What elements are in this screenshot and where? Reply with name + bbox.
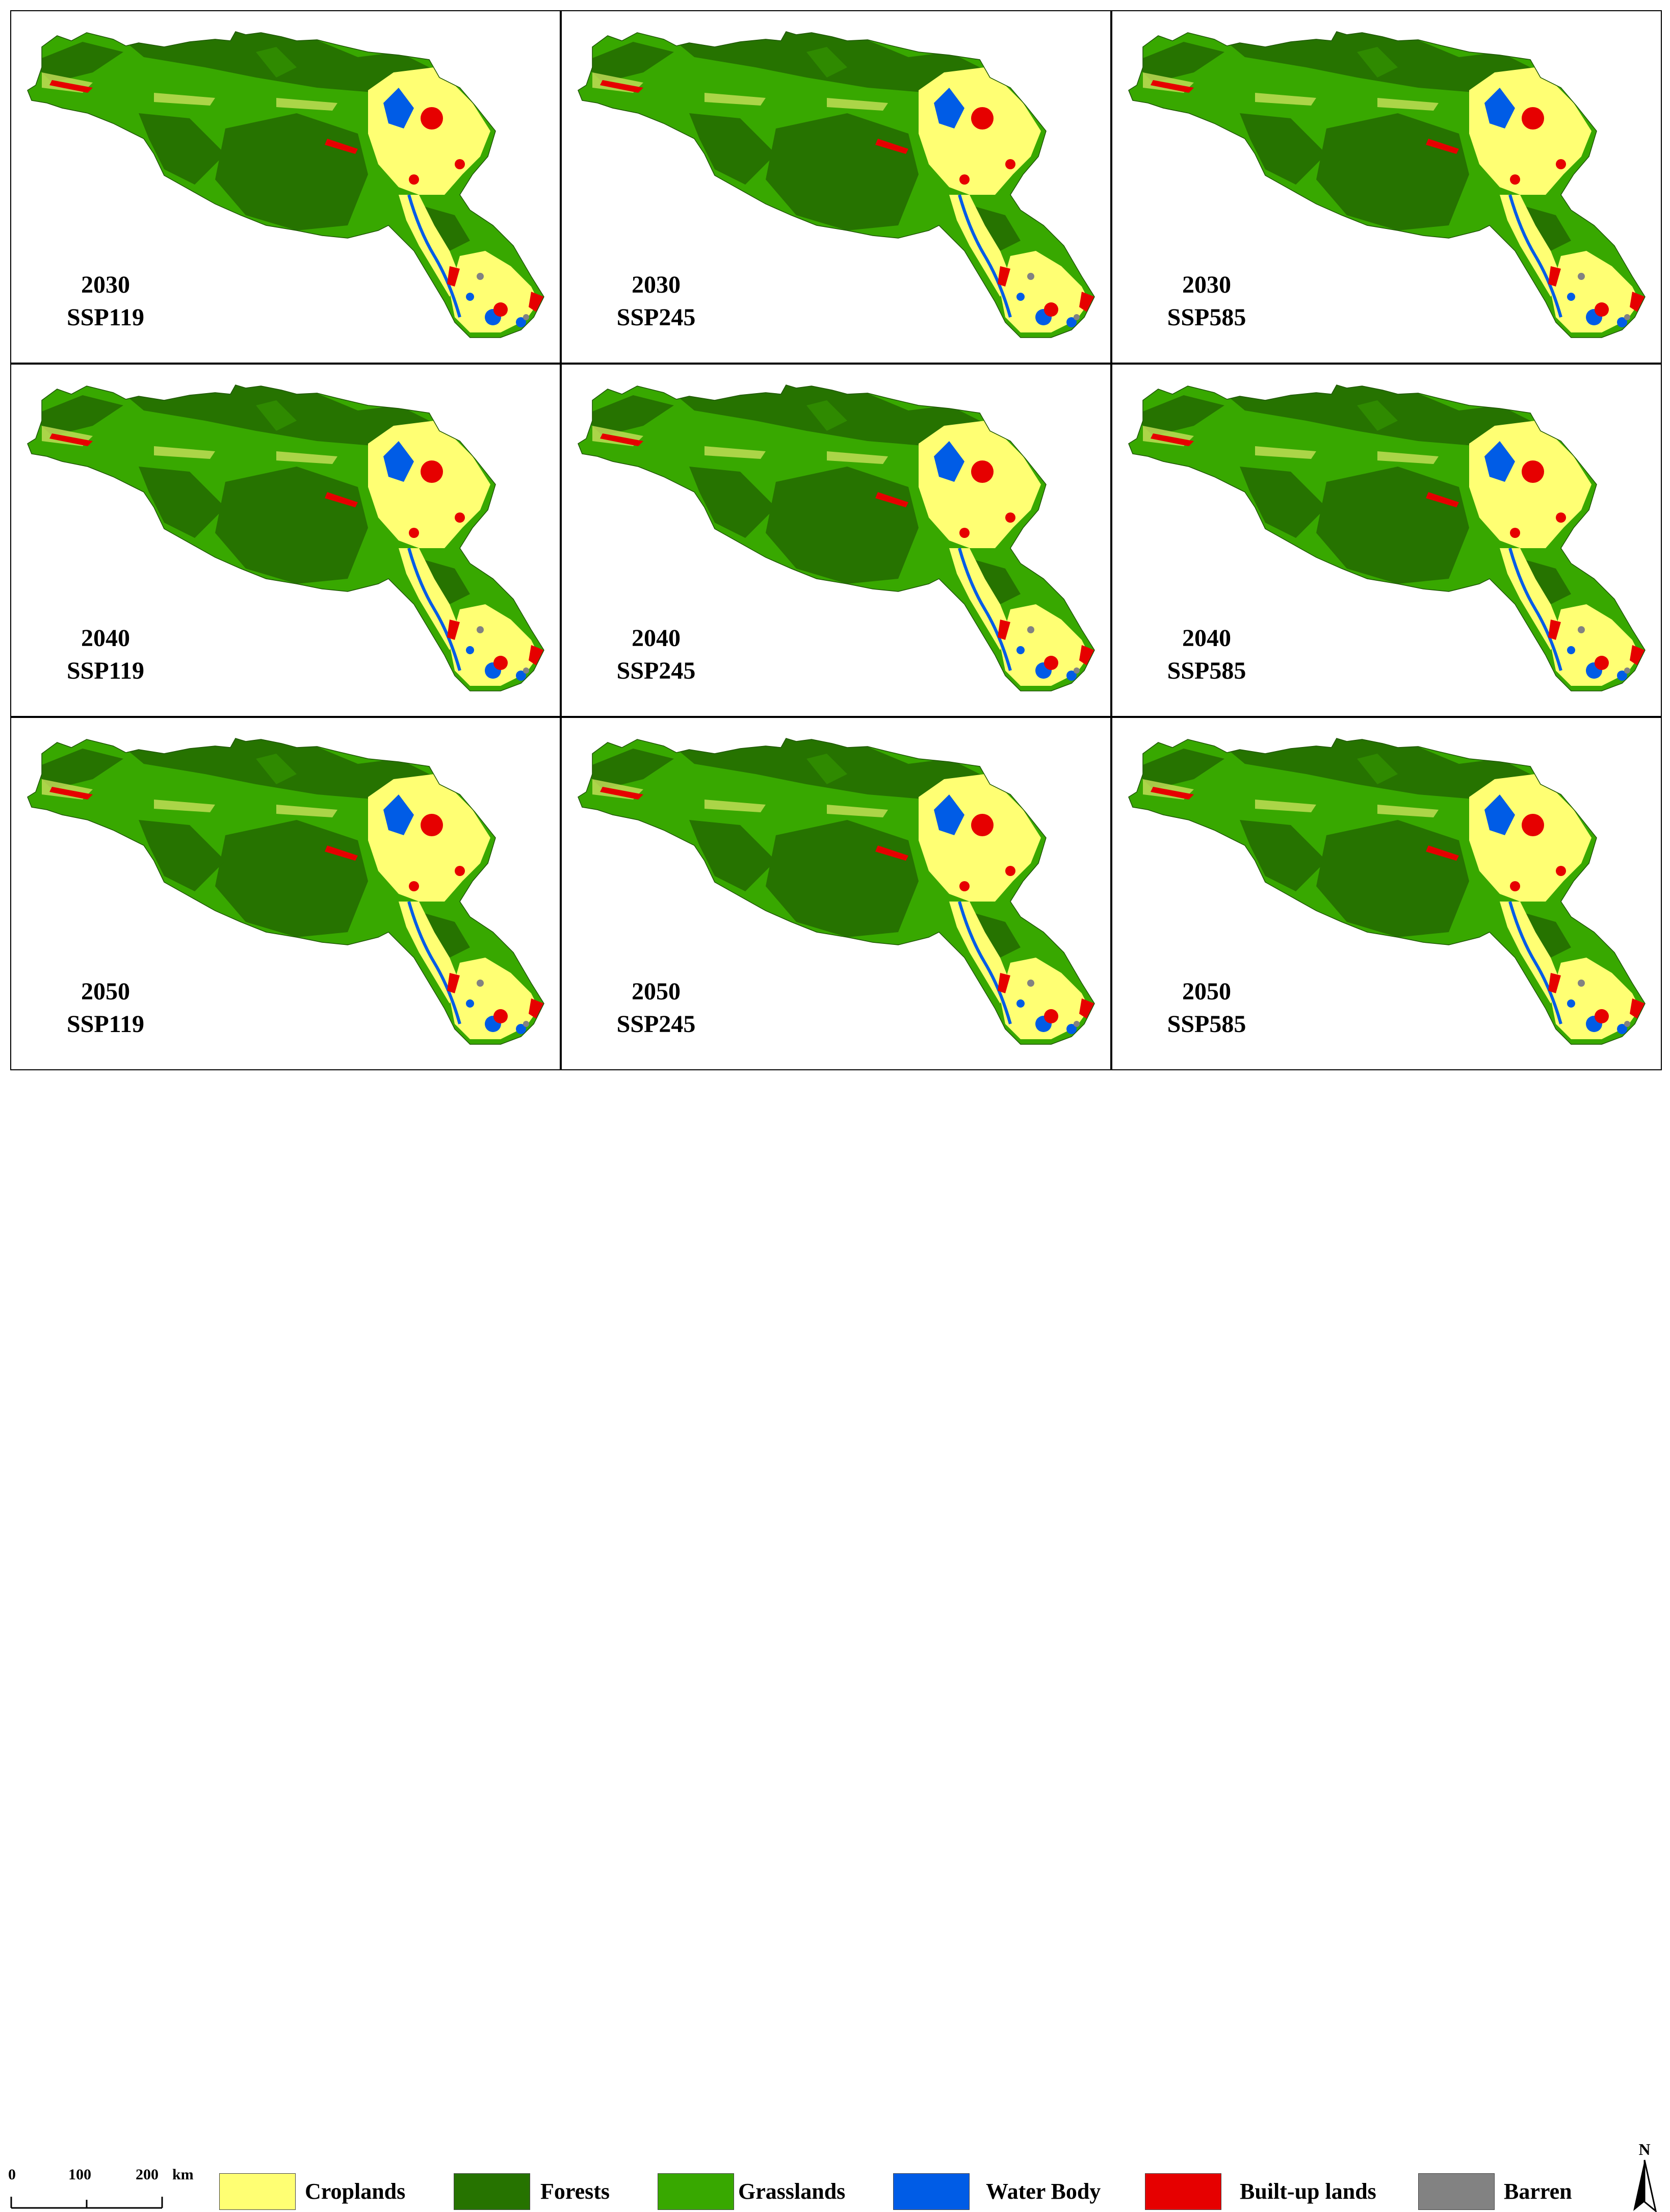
land-use-map	[578, 384, 1095, 691]
panel-label: 2040 SSP119	[47, 622, 164, 687]
panel-year: 2040	[632, 625, 681, 652]
panel-label: 2040 SSP245	[597, 622, 715, 687]
legend-swatch-grasslands	[658, 2173, 734, 2210]
panel-year: 2040	[1182, 625, 1231, 652]
panel-year: 2050	[632, 978, 681, 1005]
panel-scenario: SSP585	[1167, 304, 1246, 331]
panel-scenario: SSP119	[66, 1011, 145, 1038]
panel-label: 2050 SSP245	[597, 975, 715, 1041]
map-panel-2050-ssp119: 2050 SSP119	[10, 717, 561, 1070]
land-use-map	[27, 31, 544, 338]
land-use-map	[27, 738, 544, 1045]
map-panel-2030-ssp585: 2030 SSP585	[1111, 10, 1662, 364]
panel-scenario: SSP585	[1167, 1011, 1246, 1038]
panel-label: 2030 SSP245	[597, 269, 715, 334]
map-panel-2040-ssp585: 2040 SSP585	[1111, 364, 1662, 717]
land-use-map	[1128, 384, 1646, 691]
panel-year: 2030	[81, 271, 130, 298]
panel-scenario: SSP585	[1167, 657, 1246, 684]
legend-label-water-body: Water Body	[986, 2179, 1101, 2204]
map-panel-2050-ssp245: 2050 SSP245	[561, 717, 1111, 1070]
map-grid: 2030 SSP119 2030	[10, 10, 1662, 1071]
legend-swatch-forests	[454, 2173, 530, 2210]
land-use-map	[1128, 738, 1646, 1045]
scale-unit: km	[172, 2166, 194, 2183]
panel-label: 2030 SSP585	[1148, 269, 1265, 334]
north-arrow-icon: N	[1633, 2140, 1657, 2212]
map-panel-2050-ssp585: 2050 SSP585	[1111, 717, 1662, 1070]
legend-label-barren: Barren	[1504, 2179, 1572, 2204]
land-use-map	[578, 31, 1095, 338]
panel-scenario: SSP245	[616, 657, 696, 684]
legend-swatch-barren	[1418, 2173, 1495, 2210]
scale-tick-0: 0	[8, 2166, 16, 2183]
panel-scenario: SSP119	[66, 304, 145, 331]
panel-year: 2030	[632, 271, 681, 298]
legend-label-built-up-lands: Built-up lands	[1240, 2179, 1376, 2204]
land-use-map	[27, 384, 544, 691]
panel-scenario: SSP245	[616, 304, 696, 331]
map-panel-2040-ssp245: 2040 SSP245	[561, 364, 1111, 717]
map-panel-2040-ssp119: 2040 SSP119	[10, 364, 561, 717]
legend-label-croplands: Croplands	[305, 2179, 406, 2204]
panel-year: 2050	[81, 978, 130, 1005]
legend-label-forests: Forests	[540, 2179, 610, 2204]
legend: 0 100 200 km Croplands Forests Grassland…	[0, 1071, 1670, 2212]
map-panel-2030-ssp245: 2030 SSP245	[561, 10, 1111, 364]
panel-scenario: SSP245	[616, 1011, 696, 1038]
legend-swatch-croplands	[219, 2173, 296, 2210]
panel-year: 2040	[81, 625, 130, 652]
panel-scenario: SSP119	[66, 657, 145, 684]
legend-swatch-built-up-lands	[1145, 2173, 1221, 2210]
legend-swatch-water-body	[893, 2173, 970, 2210]
scale-tick-100: 100	[68, 2166, 91, 2183]
panel-label: 2030 SSP119	[47, 269, 164, 334]
scale-tick-200: 200	[136, 2166, 159, 2183]
north-label: N	[1638, 2140, 1650, 2158]
panel-label: 2050 SSP119	[47, 975, 164, 1041]
land-use-map	[1128, 31, 1646, 338]
legend-label-grasslands: Grasslands	[738, 2179, 846, 2204]
panel-year: 2050	[1182, 978, 1231, 1005]
panel-year: 2030	[1182, 271, 1231, 298]
land-use-map	[578, 738, 1095, 1045]
map-panel-2030-ssp119: 2030 SSP119	[10, 10, 561, 364]
panel-label: 2050 SSP585	[1148, 975, 1265, 1041]
panel-label: 2040 SSP585	[1148, 622, 1265, 687]
